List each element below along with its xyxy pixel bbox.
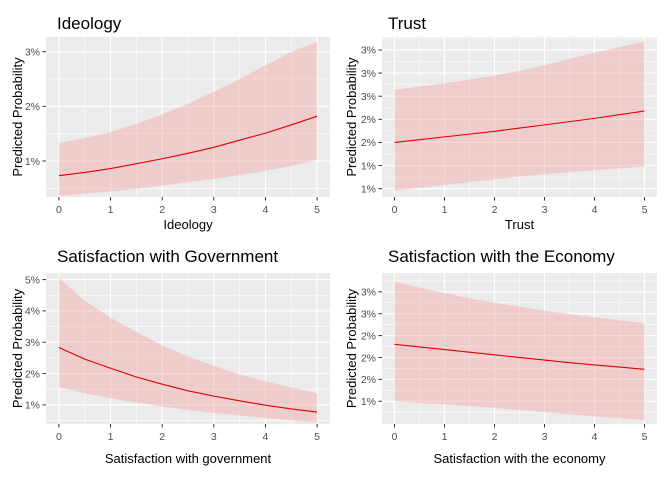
- x-axis-title: Trust: [505, 217, 535, 232]
- confidence-ribbon: [394, 41, 645, 191]
- prediction-line: [58, 347, 318, 413]
- x-tick-label: 3: [542, 204, 548, 216]
- x-tick-label: 2: [492, 204, 498, 216]
- x-tick-label: 1: [108, 204, 114, 216]
- chart-title: Ideology: [57, 14, 122, 33]
- y-axis-title: Predicted Probability: [344, 57, 359, 177]
- y-tick-label: 1%: [361, 160, 376, 172]
- x-tick-label: 4: [592, 204, 598, 216]
- chart-panel: 0 1 2 3 4 5 1% 2% 2% 2% 3% 3% Satisfaction with the …: [344, 247, 657, 466]
- y-tick-label: 2%: [25, 101, 40, 113]
- chart-panel: 0 1 2 3 4 5 1% 2% 3% Ideology Ideology Predicted Pr…: [10, 14, 330, 232]
- y-tick-label: 2%: [361, 114, 376, 126]
- y-tick-label: 2%: [361, 137, 376, 149]
- y-tick-label: 3%: [361, 45, 376, 57]
- y-tick-label: 2%: [361, 374, 376, 386]
- x-tick-label: 5: [314, 204, 320, 216]
- y-tick-label: 2%: [361, 330, 376, 342]
- y-tick-label: 1%: [25, 400, 40, 412]
- x-tick-label: 3: [211, 431, 217, 443]
- y-tick-label: 1%: [25, 156, 40, 168]
- x-tick-label: 1: [108, 431, 114, 443]
- y-tick-label: 2%: [361, 352, 376, 364]
- y-tick-label: 4%: [25, 306, 40, 318]
- x-tick-label: 0: [56, 204, 62, 216]
- y-tick-label: 2%: [25, 368, 40, 380]
- y-tick-label: 1%: [361, 183, 376, 195]
- x-tick-label: 5: [642, 431, 648, 443]
- prediction-line: [58, 115, 318, 177]
- x-tick-label: 4: [592, 431, 598, 443]
- x-tick-label: 4: [263, 204, 269, 216]
- confidence-ribbon: [58, 278, 318, 423]
- chart-panel: 0 1 2 3 4 5 1% 2% 3% 4% 5% Satisfaction with Govern…: [10, 247, 330, 466]
- y-axis-title: Predicted Probability: [10, 288, 25, 408]
- x-tick-label: 2: [159, 204, 165, 216]
- chart-title: Satisfaction with the Economy: [388, 247, 615, 266]
- x-tick-label: 1: [442, 431, 448, 443]
- chart-title: Trust: [388, 14, 426, 33]
- y-axis-title: Predicted Probability: [344, 288, 359, 408]
- prediction-line: [394, 110, 645, 143]
- x-axis-title: Satisfaction with the economy: [434, 451, 606, 466]
- x-tick-label: 4: [263, 431, 269, 443]
- x-tick-label: 0: [56, 431, 62, 443]
- y-tick-label: 3%: [25, 337, 40, 349]
- y-tick-label: 3%: [361, 309, 376, 321]
- x-tick-label: 0: [392, 204, 398, 216]
- x-tick-label: 2: [492, 431, 498, 443]
- x-tick-label: 3: [542, 431, 548, 443]
- y-tick-label: 5%: [25, 274, 40, 286]
- y-axis-title: Predicted Probability: [10, 57, 25, 177]
- x-tick-label: 5: [314, 431, 320, 443]
- y-tick-label: 3%: [25, 47, 40, 59]
- confidence-ribbon: [58, 41, 318, 196]
- x-axis-title: Ideology: [163, 217, 213, 232]
- confidence-ribbon: [394, 281, 645, 421]
- y-tick-label: 3%: [361, 287, 376, 299]
- x-tick-label: 2: [159, 431, 165, 443]
- x-tick-label: 3: [211, 204, 217, 216]
- x-tick-label: 1: [442, 204, 448, 216]
- x-tick-label: 5: [642, 204, 648, 216]
- x-axis-title: Satisfaction with government: [105, 451, 272, 466]
- chart-title: Satisfaction with Government: [57, 247, 278, 266]
- prediction-line: [394, 343, 645, 370]
- y-tick-label: 3%: [361, 68, 376, 80]
- y-tick-label: 1%: [361, 396, 376, 408]
- y-tick-label: 3%: [361, 91, 376, 103]
- chart-panel: 0 1 2 3 4 5 1% 1% 2% 2% 3% 3% 3% Trust Trust Predicted …: [344, 14, 657, 232]
- x-tick-label: 0: [392, 431, 398, 443]
